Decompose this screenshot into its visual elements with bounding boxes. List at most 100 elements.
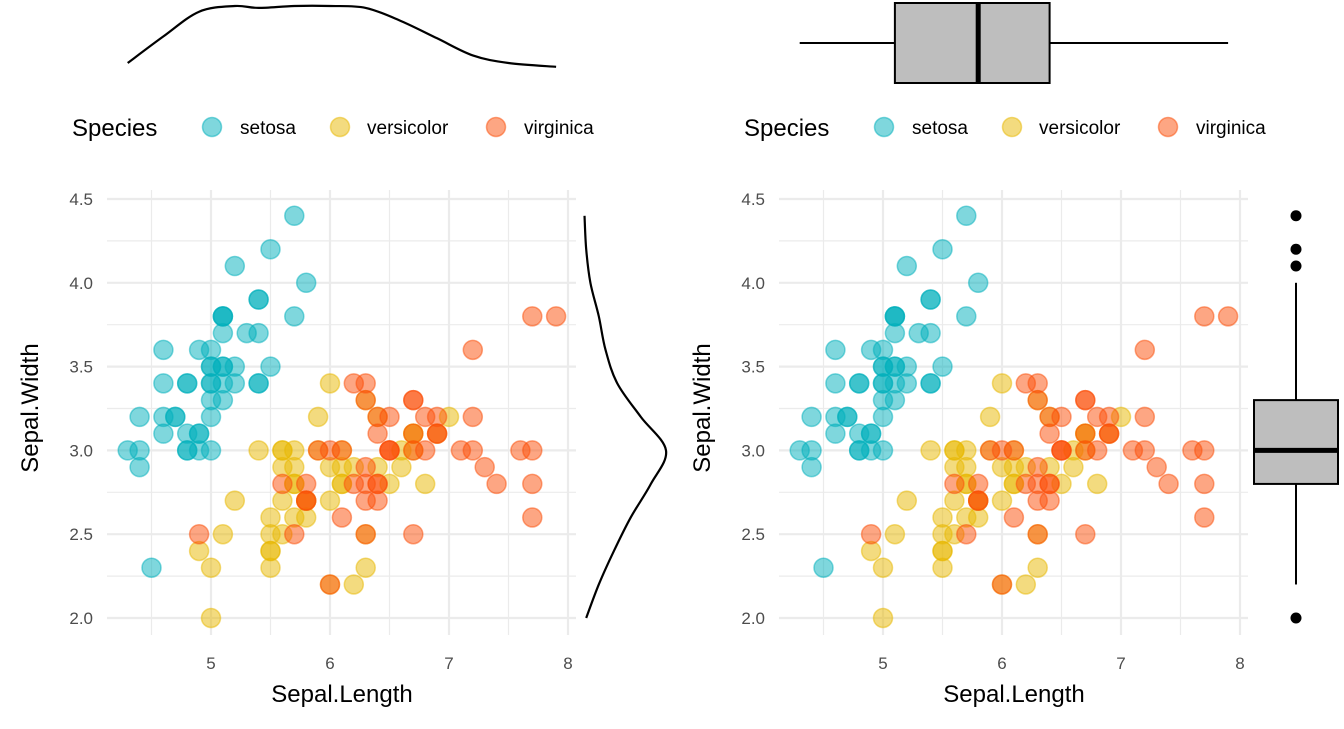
data-point-versicolor (307, 406, 329, 428)
marginal-boxplot-right (1253, 210, 1339, 624)
data-point-setosa (212, 373, 234, 394)
data-point-setosa (920, 373, 941, 394)
data-point-setosa (176, 440, 198, 461)
data-point-virginica (188, 523, 210, 545)
y-tick-labels: 2.0 2.5 3.0 3.5 4.0 4.5 (741, 190, 765, 628)
data-point-setosa (872, 440, 894, 461)
data-point-setosa (801, 406, 822, 428)
data-point-virginica (1158, 473, 1179, 495)
data-point-virginica (1194, 440, 1215, 461)
data-point-setosa (153, 373, 174, 394)
data-point-setosa (956, 205, 977, 227)
data-point-virginica (1134, 406, 1156, 428)
data-point-virginica (967, 490, 989, 511)
data-point-setosa (260, 356, 281, 377)
y-tick-label: 4.5 (69, 190, 93, 209)
data-point-setosa (200, 389, 222, 411)
data-point-versicolor (355, 557, 376, 578)
y-tick-label: 2.5 (69, 525, 93, 544)
data-point-setosa (141, 557, 162, 578)
data-point-versicolor (872, 607, 894, 629)
data-point-setosa (188, 423, 210, 444)
data-point-virginica (1134, 440, 1156, 461)
data-point-setosa (920, 289, 941, 310)
x-tick-labels: 5 6 7 8 (878, 654, 1244, 673)
data-point-setosa (248, 373, 269, 394)
data-point-virginica (1027, 523, 1048, 545)
legend-label-setosa: setosa (912, 118, 968, 139)
data-point-versicolor (343, 574, 365, 595)
data-point-virginica (522, 473, 543, 495)
data-point-virginica (545, 306, 567, 327)
data-point-setosa (884, 306, 906, 327)
data-point-virginica (1027, 473, 1048, 495)
data-point-virginica (860, 523, 882, 545)
legend-label-virginica: virginica (524, 118, 594, 139)
data-point-setosa (236, 322, 257, 344)
data-point-virginica (462, 339, 484, 361)
data-point-versicolor (212, 523, 234, 545)
data-point-versicolor (1027, 557, 1048, 578)
data-point-setosa (848, 373, 870, 394)
data-point-virginica (403, 440, 424, 461)
data-point-versicolor (920, 440, 941, 461)
data-point-virginica (379, 440, 400, 461)
y-tick-label: 4.0 (741, 274, 765, 293)
box-iqr (1253, 399, 1339, 485)
data-point-setosa (200, 440, 222, 461)
x-tick-label: 8 (563, 654, 572, 673)
data-point-setosa (872, 356, 894, 377)
y-tick-label: 3.5 (741, 358, 765, 377)
legend-key-setosa (873, 116, 895, 138)
data-point-virginica (1003, 507, 1025, 528)
data-point-setosa (848, 440, 870, 461)
legend-key-versicolor (1001, 116, 1023, 138)
data-point-virginica (1086, 406, 1108, 428)
data-point-setosa (129, 440, 150, 461)
legend-label-virginica: virginica (1196, 118, 1266, 139)
x-tick-label: 6 (325, 654, 334, 673)
data-point-virginica (1075, 523, 1096, 545)
data-point-virginica (367, 423, 388, 444)
y-tick-label: 3.5 (69, 358, 93, 377)
data-point-virginica (284, 523, 305, 545)
data-point-versicolor (200, 607, 222, 629)
data-point-versicolor (932, 507, 953, 528)
data-point-virginica (1075, 440, 1096, 461)
data-point-virginica (355, 473, 376, 495)
y-tick-label: 2.5 (741, 525, 765, 544)
y-tick-label: 3.0 (69, 441, 93, 460)
data-point-virginica (1051, 440, 1072, 461)
data-point-setosa (284, 205, 305, 227)
legend-key-setosa (201, 116, 223, 138)
data-point-versicolor (414, 473, 436, 495)
data-point-versicolor (991, 490, 1013, 511)
data-point-setosa (908, 322, 929, 344)
marginal-boxplot-top (799, 2, 1229, 84)
data-point-virginica (1194, 473, 1215, 495)
data-point-virginica (426, 423, 448, 444)
legend-key-virginica (485, 116, 507, 138)
data-point-setosa (260, 239, 281, 260)
data-point-virginica (343, 373, 365, 394)
data-point-virginica (331, 507, 353, 528)
data-point-setosa (813, 557, 834, 578)
y-tick-label: 4.5 (741, 190, 765, 209)
data-point-virginica (1075, 389, 1096, 411)
y-axis-title: Sepal.Width (17, 343, 44, 472)
data-point-virginica (403, 389, 424, 411)
legend-key-versicolor (329, 116, 351, 138)
data-point-virginica (1134, 339, 1156, 361)
outlier-point (1290, 260, 1302, 272)
x-tick-label: 5 (878, 654, 887, 673)
data-point-virginica (474, 456, 495, 478)
y-tick-label: 3.0 (741, 441, 765, 460)
y-tick-labels: 2.0 2.5 3.0 3.5 4.0 4.5 (69, 190, 93, 628)
x-tick-label: 7 (444, 654, 453, 673)
legend: Species setosa versicolor virginica (744, 115, 1266, 142)
data-point-setosa (825, 339, 846, 361)
x-tick-labels: 5 6 7 8 (206, 654, 572, 673)
data-point-virginica (307, 440, 329, 461)
data-point-setosa (860, 339, 882, 361)
